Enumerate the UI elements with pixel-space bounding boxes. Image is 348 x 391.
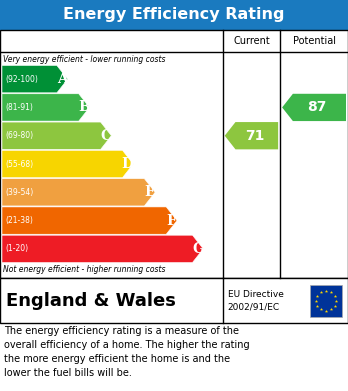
Text: 87: 87 (308, 100, 327, 115)
Text: (21-38): (21-38) (5, 216, 33, 225)
Text: 71: 71 (245, 129, 264, 143)
Bar (0, 0, 348, 30)
Polygon shape (2, 94, 89, 121)
Text: (39-54): (39-54) (5, 188, 33, 197)
Bar (0, 30, 348, 278)
Text: G: G (192, 242, 204, 256)
Text: C: C (101, 129, 112, 143)
Text: E: E (144, 185, 155, 199)
Text: England & Wales: England & Wales (6, 292, 176, 310)
Text: Very energy efficient - lower running costs: Very energy efficient - lower running co… (3, 55, 166, 64)
Polygon shape (2, 207, 177, 234)
Text: F: F (167, 213, 176, 228)
Text: (92-100): (92-100) (5, 75, 38, 84)
Text: Energy Efficiency Rating: Energy Efficiency Rating (63, 7, 285, 23)
Polygon shape (2, 122, 111, 149)
Text: (1-20): (1-20) (5, 244, 28, 253)
Bar (310, 285, 342, 316)
Bar (0, 278, 348, 323)
Text: Not energy efficient - higher running costs: Not energy efficient - higher running co… (3, 265, 166, 274)
Polygon shape (282, 94, 346, 121)
Polygon shape (2, 179, 155, 206)
Text: The energy efficiency rating is a measure of the
overall efficiency of a home. T: The energy efficiency rating is a measur… (4, 326, 250, 378)
Polygon shape (2, 151, 133, 178)
Text: (55-68): (55-68) (5, 160, 33, 169)
Text: D: D (122, 157, 134, 171)
Polygon shape (2, 235, 203, 262)
Text: A: A (57, 72, 68, 86)
Text: (69-80): (69-80) (5, 131, 33, 140)
Text: Potential: Potential (293, 36, 335, 46)
Text: EU Directive
2002/91/EC: EU Directive 2002/91/EC (228, 290, 284, 311)
Polygon shape (225, 122, 278, 149)
Text: B: B (78, 100, 90, 115)
Text: Current: Current (233, 36, 270, 46)
Polygon shape (2, 66, 68, 93)
Text: (81-91): (81-91) (5, 103, 33, 112)
